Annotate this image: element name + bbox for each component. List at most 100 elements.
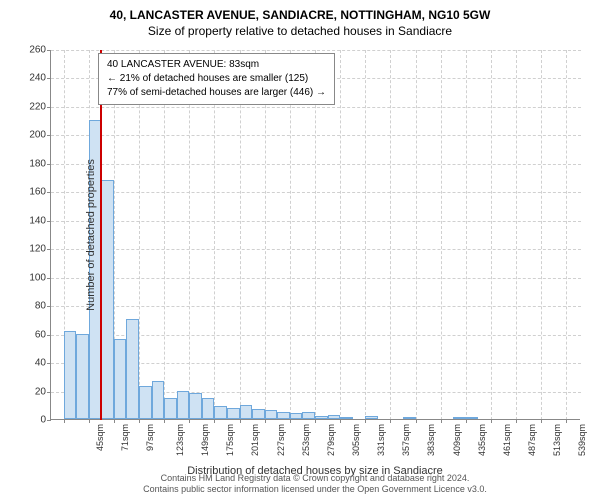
xtick-mark [416, 419, 417, 423]
ytick-label: 60 [16, 329, 46, 340]
histogram-bar [64, 331, 77, 419]
histogram-bar [214, 406, 227, 419]
gridline-v [416, 50, 417, 420]
ytick-mark [47, 107, 51, 108]
xtick-mark [340, 419, 341, 423]
chart-area: 02040608010012014016018020022024026045sq… [50, 50, 580, 420]
xtick-label: 305sqm [351, 424, 361, 456]
xtick-mark [516, 419, 517, 423]
gridline-v [541, 50, 542, 420]
ytick-label: 260 [16, 45, 46, 56]
xtick-mark [466, 419, 467, 423]
plot: 02040608010012014016018020022024026045sq… [50, 50, 580, 420]
xtick-label: 435sqm [477, 424, 487, 456]
xtick-label: 253sqm [301, 424, 311, 456]
histogram-bar [302, 412, 315, 419]
title-sub: Size of property relative to detached ho… [0, 22, 600, 38]
xtick-mark [566, 419, 567, 423]
xtick-label: 383sqm [427, 424, 437, 456]
ytick-label: 160 [16, 187, 46, 198]
ytick-label: 200 [16, 130, 46, 141]
ytick-mark [47, 78, 51, 79]
ytick-label: 240 [16, 73, 46, 84]
gridline-v [214, 50, 215, 420]
gridline-v [340, 50, 341, 420]
xtick-mark [139, 419, 140, 423]
ytick-label: 140 [16, 215, 46, 226]
property-marker-line [100, 50, 102, 420]
histogram-bar [189, 393, 202, 419]
gridline-v [365, 50, 366, 420]
xtick-mark [64, 419, 65, 423]
ytick-mark [47, 335, 51, 336]
info-box: 40 LANCASTER AVENUE: 83sqm ← 21% of deta… [98, 53, 335, 105]
xtick-label: 71sqm [120, 424, 130, 451]
ytick-mark [47, 306, 51, 307]
histogram-bar [265, 410, 278, 419]
gridline-v [265, 50, 266, 420]
ytick-label: 20 [16, 386, 46, 397]
xtick-label: 97sqm [145, 424, 155, 451]
ytick-mark [47, 221, 51, 222]
gridline-v [466, 50, 467, 420]
ytick-label: 40 [16, 358, 46, 369]
xtick-label: 45sqm [95, 424, 105, 451]
xtick-label: 357sqm [401, 424, 411, 456]
ytick-label: 180 [16, 158, 46, 169]
xtick-label: 513sqm [552, 424, 562, 456]
xtick-label: 461sqm [502, 424, 512, 456]
histogram-bar [114, 339, 127, 419]
histogram-bar [252, 409, 265, 419]
gridline-v [315, 50, 316, 420]
histogram-bar [365, 416, 378, 419]
xtick-mark [89, 419, 90, 423]
histogram-bar [164, 398, 177, 419]
xtick-mark [541, 419, 542, 423]
xtick-label: 539sqm [577, 424, 587, 456]
xtick-mark [164, 419, 165, 423]
xtick-mark [189, 419, 190, 423]
xtick-label: 409sqm [452, 424, 462, 456]
histogram-bar [202, 398, 215, 419]
ytick-mark [47, 164, 51, 165]
histogram-bar [177, 391, 190, 419]
xtick-mark [114, 419, 115, 423]
gridline-v [491, 50, 492, 420]
histogram-bar [240, 405, 253, 419]
xtick-label: 279sqm [326, 424, 336, 456]
histogram-bar [290, 413, 303, 419]
xtick-mark [265, 419, 266, 423]
info-line-3: 77% of semi-detached houses are larger (… [107, 86, 326, 100]
xtick-label: 123sqm [175, 424, 185, 456]
footer-line-2: Contains public sector information licen… [50, 484, 580, 496]
info-line-2: ← 21% of detached houses are smaller (12… [107, 72, 326, 86]
ytick-mark [47, 363, 51, 364]
gridline-v [516, 50, 517, 420]
ytick-mark [47, 249, 51, 250]
histogram-bar [403, 417, 416, 419]
gridline-v [390, 50, 391, 420]
ytick-mark [47, 392, 51, 393]
histogram-bar [277, 412, 290, 419]
xtick-label: 227sqm [276, 424, 286, 456]
ytick-label: 100 [16, 272, 46, 283]
xtick-label: 149sqm [200, 424, 210, 456]
histogram-bar [139, 386, 152, 419]
footer-line-1: Contains HM Land Registry data © Crown c… [50, 473, 580, 485]
gridline-v [164, 50, 165, 420]
xtick-mark [290, 419, 291, 423]
histogram-bar [453, 417, 466, 419]
xtick-label: 175sqm [225, 424, 235, 456]
histogram-bar [466, 417, 479, 419]
histogram-bar [328, 415, 341, 419]
footer-attribution: Contains HM Land Registry data © Crown c… [50, 473, 580, 496]
ytick-label: 0 [16, 415, 46, 426]
histogram-bar [76, 334, 89, 419]
y-axis-label: Number of detached properties [85, 159, 97, 311]
xtick-mark [491, 419, 492, 423]
info-line-1: 40 LANCASTER AVENUE: 83sqm [107, 58, 326, 72]
ytick-label: 120 [16, 244, 46, 255]
gridline-v [189, 50, 190, 420]
ytick-mark [47, 278, 51, 279]
ytick-mark [47, 192, 51, 193]
